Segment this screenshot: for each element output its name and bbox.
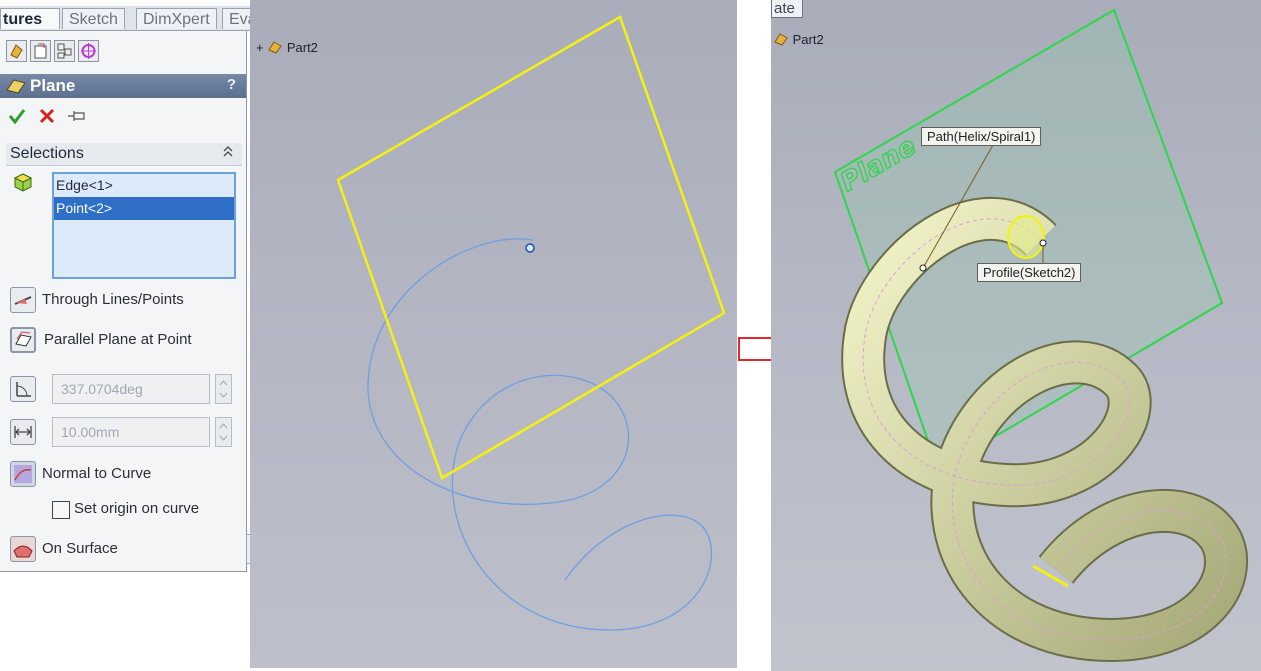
selections-group-header[interactable]: Selections [6, 143, 242, 166]
parallel-plane-button[interactable] [10, 327, 36, 353]
graphics-area-left[interactable] [250, 0, 737, 668]
swept-tube[interactable] [841, 196, 1248, 663]
angle-button[interactable] [10, 376, 36, 402]
pushpin-icon[interactable] [66, 107, 88, 130]
tree-expand-icon[interactable]: + [256, 40, 264, 55]
cancel-x-icon[interactable] [38, 107, 56, 130]
profile-circle[interactable] [1007, 215, 1045, 259]
plane-title: Plane [30, 76, 76, 95]
tube-end-cap [1032, 564, 1069, 588]
through-lines-label: Through Lines/Points [42, 291, 184, 308]
distance-spinner[interactable] [215, 417, 232, 447]
tab-evaluate-fragment[interactable]: ate [771, 0, 803, 18]
left-scene [336, 15, 726, 631]
tab-features[interactable]: tures [0, 8, 60, 29]
dimxpert-manager-icon[interactable] [78, 40, 99, 62]
tab-sketch[interactable]: Sketch [62, 8, 125, 29]
selected-point[interactable] [525, 243, 535, 253]
distance-button[interactable] [10, 419, 36, 445]
selection-item-point[interactable]: Point<2> [54, 197, 234, 220]
help-icon[interactable]: ? [226, 76, 236, 93]
tree-part-label[interactable]: Part2 [792, 32, 824, 47]
reference-cube-icon [12, 171, 34, 198]
on-surface-button[interactable] [10, 536, 36, 562]
path-anchor-dot [919, 264, 927, 272]
distance-row: 10.00mm [10, 417, 242, 449]
property-manager-panel: Plane ? Selections Edge<1> Point< [0, 31, 247, 572]
feature-tree-right: Part2 [773, 32, 824, 49]
plane-preview-outline[interactable] [336, 15, 726, 480]
set-origin-checkbox[interactable] [52, 501, 70, 519]
on-surface-label: On Surface [42, 540, 118, 557]
distance-input[interactable]: 10.00mm [52, 417, 210, 447]
set-origin-label: Set origin on curve [74, 500, 200, 517]
helix-curve[interactable] [367, 238, 713, 631]
ok-check-icon[interactable] [8, 107, 26, 130]
parallel-plane-label: Parallel Plane at Point [44, 331, 192, 348]
feature-tree-left: + Part2 [256, 40, 318, 57]
property-manager-icon[interactable] [30, 40, 51, 62]
command-manager-tabs: tures Sketch DimXpert Evaluate [0, 6, 308, 31]
configuration-manager-icon[interactable] [54, 40, 75, 62]
right-scene: Plane [833, 8, 1248, 663]
angle-spinner[interactable] [215, 374, 232, 404]
plane-header: Plane ? [0, 74, 246, 98]
selections-title: Selections [10, 145, 84, 162]
selection-item-edge[interactable]: Edge<1> [56, 177, 113, 193]
angle-row: 337.0704deg [10, 374, 242, 406]
feature-manager-icon[interactable] [6, 40, 27, 62]
through-lines-button[interactable] [10, 287, 36, 313]
part-icon[interactable] [267, 40, 283, 57]
tab-dimxpert[interactable]: DimXpert [136, 8, 217, 29]
left-screenshot: tures Sketch DimXpert Evaluate Plane ? [0, 0, 737, 668]
path-leader-line [922, 144, 994, 269]
angle-input[interactable]: 337.0704deg [52, 374, 210, 404]
plane-icon [6, 77, 26, 100]
profile-anchor-dot [1039, 239, 1047, 247]
profile-callout[interactable]: Profile(Sketch2) [977, 263, 1082, 282]
tree-part-label[interactable]: Part2 [286, 40, 318, 55]
path-callout[interactable]: Path(Helix/Spiral1) [921, 127, 1042, 146]
normal-to-curve-button[interactable] [10, 461, 36, 487]
selections-list[interactable]: Edge<1> Point<2> [52, 172, 236, 279]
part-icon[interactable] [773, 32, 789, 49]
collapse-chevron-icon[interactable] [222, 144, 234, 161]
graphics-area-right[interactable]: ate Part2 Plane Path(He [771, 0, 1261, 671]
normal-to-curve-label: Normal to Curve [42, 465, 152, 482]
